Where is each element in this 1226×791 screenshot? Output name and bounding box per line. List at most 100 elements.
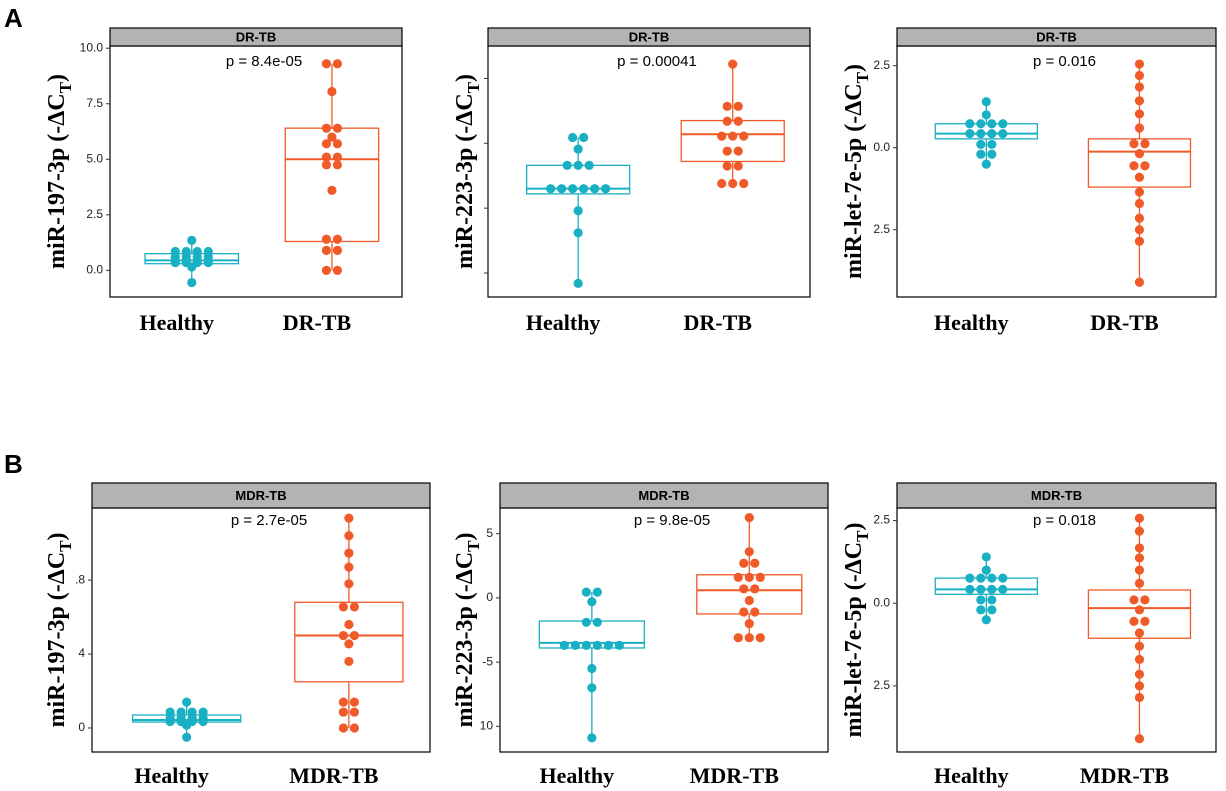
y-tick-label: 5.0 — [86, 151, 103, 165]
data-point — [327, 132, 337, 142]
data-point — [976, 149, 986, 159]
data-point — [1129, 595, 1139, 605]
data-point — [592, 617, 602, 627]
data-point — [581, 587, 591, 597]
y-axis-label: miR-let-7e-5p (-ΔCT) — [841, 64, 873, 279]
data-point — [559, 640, 569, 651]
data-point — [349, 697, 359, 707]
y-axis-label-part: T — [464, 540, 483, 552]
data-point — [570, 640, 580, 651]
data-point — [338, 723, 348, 733]
data-point — [321, 265, 332, 275]
data-point — [976, 139, 986, 150]
y-tick-label: 7.5 — [86, 96, 103, 110]
data-point — [332, 265, 343, 275]
y-tick-label: 0 — [486, 590, 493, 604]
data-point — [1129, 616, 1139, 627]
data-point — [1134, 149, 1145, 159]
y-tick-label: 2.5 — [873, 222, 890, 236]
y-axis-label-part: ) — [44, 532, 70, 540]
data-point — [579, 132, 589, 143]
x-tick-label: Healthy — [139, 310, 214, 335]
strip — [896, 482, 1217, 509]
y-axis-label-part: miR-223-3p (-ΔC — [452, 552, 478, 728]
data-point — [733, 161, 743, 171]
data-point — [601, 184, 611, 194]
data-point — [1134, 641, 1145, 651]
y-axis-label: miR-223-3p (-ΔCT) — [452, 74, 484, 269]
x-tick-label: DR-TB — [283, 310, 352, 335]
data-point — [198, 716, 208, 727]
y-tick-label: 0.0 — [873, 140, 890, 154]
y-axis-label-part: T — [853, 71, 872, 83]
data-point — [573, 228, 583, 238]
data-point — [1129, 139, 1139, 149]
data-point — [332, 123, 343, 133]
data-point — [182, 732, 192, 742]
y-tick-label: 0.0 — [873, 595, 890, 609]
y-tick-label: 2.5 — [873, 58, 890, 72]
data-point — [1140, 595, 1150, 605]
data-point — [750, 584, 760, 594]
y-axis-label-part: ) — [841, 523, 867, 531]
data-point — [546, 184, 556, 194]
data-point — [987, 605, 997, 615]
data-point — [568, 132, 578, 143]
data-point — [165, 716, 175, 727]
y-axis-label: miR-let-7e-5p (-ΔCT) — [841, 523, 873, 738]
data-point — [603, 640, 613, 651]
data-point — [717, 131, 727, 141]
data-point — [981, 159, 991, 169]
data-point — [344, 639, 354, 649]
data-point — [1134, 277, 1145, 287]
data-point — [739, 131, 749, 141]
data-point — [744, 618, 754, 629]
x-tick-label: MDR-TB — [1080, 763, 1170, 788]
y-axis-label-part: ) — [452, 532, 478, 540]
y-tick-label: .8 — [75, 572, 85, 586]
data-point — [744, 633, 754, 643]
data-point — [1140, 139, 1150, 149]
data-point — [573, 206, 583, 216]
data-point — [965, 573, 975, 583]
data-point — [722, 161, 732, 171]
p-value: p = 2.7e-05 — [231, 512, 307, 529]
data-point — [733, 572, 743, 582]
data-point — [744, 547, 754, 557]
y-tick-label: 2.5 — [873, 513, 890, 527]
data-point — [976, 605, 986, 615]
data-point — [557, 184, 567, 194]
data-point — [332, 234, 343, 244]
data-point — [587, 683, 597, 693]
p-value: p = 0.016 — [1033, 53, 1096, 70]
data-point — [332, 160, 343, 170]
x-tick-label: DR-TB — [1090, 310, 1159, 335]
data-point — [587, 663, 597, 674]
data-point — [321, 160, 332, 170]
data-point — [744, 595, 754, 606]
strip-label: DR-TB — [629, 29, 669, 44]
data-point — [987, 129, 997, 139]
data-point — [1134, 513, 1145, 523]
data-point — [1140, 161, 1150, 171]
data-point — [750, 558, 760, 568]
data-point — [987, 139, 997, 150]
data-point — [592, 640, 602, 651]
data-point — [321, 59, 332, 69]
data-point — [590, 184, 600, 194]
data-point — [344, 656, 354, 667]
data-point — [1134, 654, 1145, 665]
data-point — [332, 245, 343, 255]
data-point — [755, 572, 765, 582]
data-point — [573, 144, 583, 154]
strip — [896, 27, 1217, 47]
data-point — [332, 139, 343, 149]
data-point — [344, 531, 354, 541]
p-value: p = 0.018 — [1033, 512, 1096, 529]
data-point — [981, 615, 991, 625]
data-point — [733, 633, 743, 643]
data-point — [1134, 692, 1145, 703]
data-point — [733, 101, 743, 111]
